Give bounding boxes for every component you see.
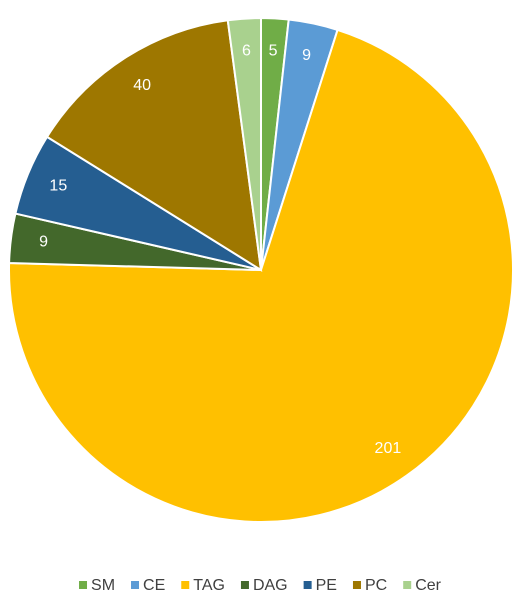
- pie-slice: [226, 16, 262, 271]
- legend-marker: [352, 581, 361, 589]
- pie-slice: [45, 19, 263, 272]
- data-label: 9: [302, 47, 311, 64]
- legend-marker: [240, 581, 249, 589]
- legend-label: TAG: [193, 577, 225, 594]
- legend-label: PE: [316, 577, 337, 594]
- data-label: 15: [49, 178, 67, 195]
- legend-label: DAG: [253, 577, 288, 594]
- legend-marker: [403, 581, 412, 589]
- legend-marker: [181, 581, 190, 589]
- legend-label: SM: [91, 577, 115, 594]
- data-label: 9: [39, 234, 48, 251]
- data-label: 201: [375, 440, 402, 457]
- legend-label: PC: [365, 577, 387, 594]
- data-label: 6: [242, 42, 251, 59]
- legend-marker: [131, 581, 140, 589]
- legend-marker: [303, 581, 312, 589]
- data-label: 5: [269, 42, 278, 59]
- legend-label: CE: [143, 577, 165, 594]
- legend-marker: [79, 581, 88, 589]
- legend-label: Cer: [415, 577, 441, 594]
- data-label: 40: [133, 77, 151, 94]
- pie-slice: [8, 28, 514, 523]
